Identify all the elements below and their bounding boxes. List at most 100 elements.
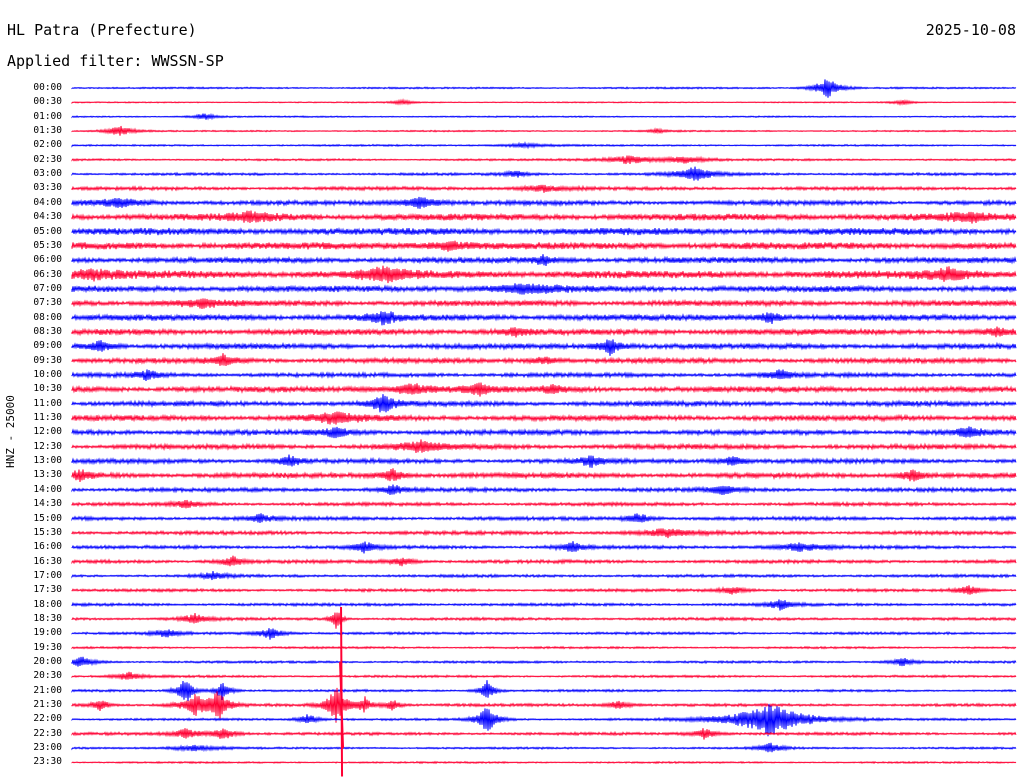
time-label: 12:00 <box>33 426 62 438</box>
time-label: 17:00 <box>33 569 62 581</box>
trace-0130 <box>71 125 1017 136</box>
time-label: 07:30 <box>33 297 62 309</box>
trace-0230 <box>71 155 1017 165</box>
time-labels: 00:00 00:30 01:00 01:30 02:00 02:30 03:00 03:30… <box>0 0 66 780</box>
trace-0100 <box>71 112 1017 121</box>
time-label: 02:30 <box>33 153 62 165</box>
trace-0300 <box>71 166 1017 181</box>
trace-1800 <box>71 599 1017 611</box>
time-label: 03:00 <box>33 168 62 180</box>
trace-0430 <box>71 210 1017 224</box>
time-label: 01:30 <box>33 125 62 137</box>
time-label: 06:30 <box>33 268 62 280</box>
time-label: 03:30 <box>33 182 62 194</box>
time-label: 13:30 <box>33 469 62 481</box>
trace-0330 <box>71 184 1017 193</box>
trace-1630 <box>71 555 1017 567</box>
time-label: 14:30 <box>33 498 62 510</box>
trace-1400 <box>71 484 1017 495</box>
time-label: 04:00 <box>33 196 62 208</box>
trace-1330 <box>71 468 1017 482</box>
trace-1000 <box>71 369 1017 381</box>
time-label: 21:30 <box>33 699 62 711</box>
time-label: 19:30 <box>33 641 62 653</box>
time-label: 13:00 <box>33 455 62 467</box>
trace-0830 <box>71 326 1017 338</box>
time-label: 09:00 <box>33 340 62 352</box>
time-label: 11:30 <box>33 412 62 424</box>
trace-2000 <box>71 656 1017 667</box>
trace-0930 <box>71 353 1017 367</box>
time-label: 17:30 <box>33 584 62 596</box>
time-label: 01:00 <box>33 110 62 122</box>
trace-0000 <box>71 79 1017 98</box>
trace-0700 <box>71 283 1017 295</box>
time-label: 21:00 <box>33 684 62 696</box>
time-label: 09:30 <box>33 354 62 366</box>
trace-1600 <box>71 541 1017 554</box>
trace-0530 <box>71 240 1017 252</box>
station-title: HL Patra (Prefecture) <box>7 21 197 39</box>
time-label: 00:00 <box>33 82 62 93</box>
trace-1100 <box>71 394 1017 413</box>
trace-1700 <box>71 571 1017 581</box>
trace-1030 <box>71 382 1017 397</box>
time-label: 05:00 <box>33 225 62 237</box>
time-label: 22:00 <box>33 713 62 725</box>
time-label: 18:00 <box>33 598 62 610</box>
trace-0800 <box>71 311 1017 326</box>
time-label: 07:00 <box>33 282 62 294</box>
time-label: 14:00 <box>33 483 62 495</box>
time-label: 05:30 <box>33 239 62 251</box>
trace-0900 <box>71 339 1017 356</box>
time-label: 23:00 <box>33 742 62 754</box>
time-label: 06:00 <box>33 254 62 266</box>
time-label: 08:00 <box>33 311 62 323</box>
time-label: 11:00 <box>33 397 62 409</box>
trace-1200 <box>71 426 1017 439</box>
trace-2100 <box>71 680 1017 701</box>
time-label: 12:30 <box>33 440 62 452</box>
time-label: 20:00 <box>33 656 62 667</box>
time-label: 18:30 <box>33 612 62 624</box>
time-label: 16:00 <box>33 541 62 553</box>
time-label: 23:30 <box>33 756 62 768</box>
trace-2300 <box>71 742 1017 753</box>
trace-0200 <box>71 141 1017 150</box>
trace-1730 <box>71 585 1017 595</box>
trace-1500 <box>71 513 1017 523</box>
trace-0600 <box>71 254 1017 266</box>
trace-2030 <box>71 671 1017 680</box>
trace-2200 <box>71 704 1017 737</box>
trace-2330 <box>71 760 1017 765</box>
time-label: 02:00 <box>33 139 62 151</box>
time-label: 15:30 <box>33 526 62 538</box>
trace-1130 <box>71 411 1017 425</box>
trace-0030 <box>71 98 1017 106</box>
trace-2230 <box>71 728 1017 740</box>
trace-1900 <box>71 628 1017 640</box>
time-label: 16:30 <box>33 555 62 567</box>
time-label: 22:30 <box>33 727 62 739</box>
large-event-spike <box>339 606 345 777</box>
trace-1230 <box>71 439 1017 453</box>
trace-0630 <box>71 265 1017 284</box>
trace-1830 <box>71 612 1017 629</box>
time-label: 08:30 <box>33 325 62 337</box>
time-label: 00:30 <box>33 96 62 108</box>
trace-1930 <box>71 645 1017 650</box>
time-label: 20:30 <box>33 670 62 682</box>
time-label: 15:00 <box>33 512 62 524</box>
time-label: 19:00 <box>33 627 62 639</box>
date-label: 2025-10-08 <box>925 21 1016 39</box>
filter-label: Applied filter: WWSSN-SP <box>7 52 224 70</box>
time-label: 10:30 <box>33 383 62 395</box>
trace-0500 <box>71 227 1017 237</box>
trace-0400 <box>71 196 1017 209</box>
trace-0730 <box>71 298 1017 309</box>
time-label: 10:00 <box>33 369 62 380</box>
trace-1300 <box>71 454 1017 468</box>
trace-1430 <box>71 499 1017 509</box>
trace-1530 <box>71 528 1017 539</box>
